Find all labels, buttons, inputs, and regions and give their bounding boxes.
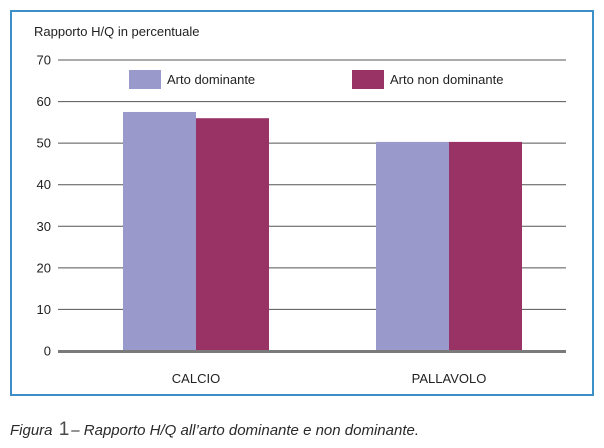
- caption-number: 1: [58, 419, 70, 440]
- y-tick-label: 20: [37, 260, 51, 275]
- y-axis-label: Rapporto H/Q in percentuale: [34, 24, 199, 39]
- bar-pallavolo-dominante: [376, 141, 449, 351]
- figure-caption: Figura 1– Rapporto H/Q all’arto dominant…: [10, 419, 419, 441]
- x-category-label: CALCIO: [172, 371, 220, 386]
- y-axis-ticks: 0 10 20 30 40 50 60 70: [37, 53, 51, 359]
- caption-prefix: Figura: [10, 422, 53, 439]
- y-tick-label: 10: [37, 302, 51, 317]
- legend: Arto dominante Arto non dominante: [129, 70, 503, 89]
- x-axis-categories: CALCIO PALLAVOLO: [172, 371, 487, 386]
- y-tick-label: 0: [44, 344, 51, 359]
- legend-label: Arto non dominante: [390, 72, 503, 87]
- caption-text: – Rapporto H/Q all’arto dominante e non …: [71, 422, 419, 439]
- bar-chart: Rapporto H/Q in percentuale 0 10 20 30 40 50 6…: [34, 24, 566, 386]
- bar-calcio-dominante: [123, 111, 196, 351]
- y-tick-label: 40: [37, 177, 51, 192]
- legend-label: Arto dominante: [167, 72, 255, 87]
- y-tick-label: 60: [37, 94, 51, 109]
- y-tick-label: 30: [37, 219, 51, 234]
- legend-swatch: [129, 70, 161, 89]
- bars: [123, 111, 522, 351]
- x-category-label: PALLAVOLO: [412, 371, 487, 386]
- legend-swatch: [352, 70, 384, 89]
- bar-pallavolo-non-dominante: [449, 141, 522, 351]
- bar-calcio-non-dominante: [196, 118, 269, 351]
- y-tick-label: 50: [37, 136, 51, 151]
- y-tick-label: 70: [37, 53, 51, 68]
